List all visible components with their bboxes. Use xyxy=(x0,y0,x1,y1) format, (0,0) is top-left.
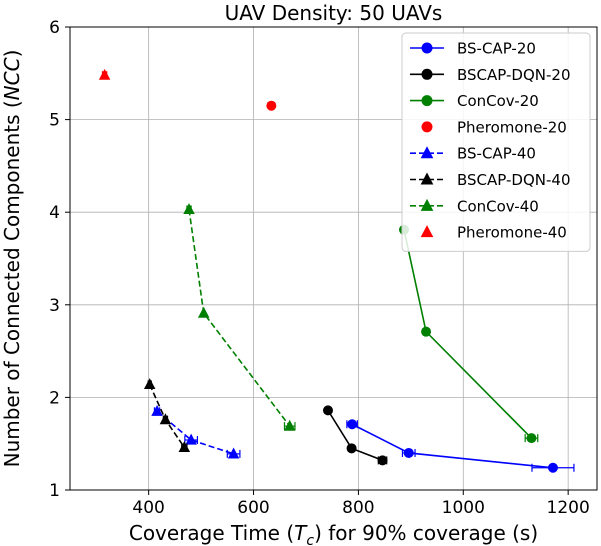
data-point xyxy=(178,441,191,453)
y-axis-title-symbol: NCC xyxy=(0,57,24,100)
series-pheromone-20 xyxy=(266,100,277,111)
data-point xyxy=(347,419,358,430)
y-axis-title-suffix: ) xyxy=(0,50,24,58)
series-concov-40 xyxy=(183,203,296,431)
legend-label: ConCov-20 xyxy=(457,92,539,110)
data-point xyxy=(526,433,537,444)
series-bscap-dqn-20 xyxy=(322,405,388,466)
series-bs-cap-40 xyxy=(151,404,241,459)
legend-label: BSCAP-DQN-20 xyxy=(457,66,571,84)
x-axis-title-subscript: c xyxy=(306,533,314,546)
data-point xyxy=(322,405,333,416)
x-axis-title-symbol: T xyxy=(294,521,308,545)
x-tick-label: 1000 xyxy=(442,498,485,518)
data-point xyxy=(266,100,277,111)
x-tick-label: 800 xyxy=(342,498,374,518)
legend-entry-concov-20: ConCov-20 xyxy=(410,92,539,110)
legend-label: Pheromone-40 xyxy=(457,224,567,242)
legend-label: BSCAP-DQN-40 xyxy=(457,171,571,189)
data-point xyxy=(159,413,172,425)
plot-frame xyxy=(69,26,598,491)
x-axis-title-prefix: Coverage Time ( xyxy=(129,521,294,545)
series-pheromone-40 xyxy=(98,68,111,80)
data-point xyxy=(98,68,111,80)
legend-marker xyxy=(421,42,433,54)
legend-marker xyxy=(420,225,434,238)
plot-series xyxy=(98,68,575,473)
series-concov-20 xyxy=(399,224,539,444)
data-point xyxy=(421,326,432,337)
y-axis-title: Number of Connected Components (NCC) xyxy=(0,50,24,468)
y-tick-label: 5 xyxy=(49,111,60,131)
legend-label: BS-CAP-40 xyxy=(457,145,536,163)
legend-entry-concov-40: ConCov-40 xyxy=(410,197,539,215)
y-tick-label: 3 xyxy=(49,296,60,316)
legend-entry-bs-cap-40: BS-CAP-40 xyxy=(410,145,536,163)
y-axis-title-prefix: Number of Connected Components ( xyxy=(0,100,24,467)
legend-entry-pheromone-40: Pheromone-40 xyxy=(420,224,567,242)
x-tick-label: 400 xyxy=(132,498,164,518)
series-bscap-dqn-40 xyxy=(143,378,191,453)
legend-marker xyxy=(420,172,434,185)
x-tick-label: 600 xyxy=(237,498,269,518)
legend: BS-CAP-20 BSCAP-DQN-20 ConCov-20 Pheromone-… xyxy=(401,32,591,252)
data-point xyxy=(377,455,388,466)
data-point xyxy=(403,447,414,458)
legend-entry-bscap-dqn-40: BSCAP-DQN-40 xyxy=(410,171,571,189)
data-point xyxy=(143,378,156,390)
series-line xyxy=(188,209,291,427)
data-point xyxy=(151,404,163,416)
y-tick-label: 1 xyxy=(49,481,60,501)
x-axis-title-suffix: ) for 90% coverage (s) xyxy=(314,521,538,545)
legend-marker xyxy=(421,121,433,133)
axis-ticks: 400 600 800 1000 1200 1 2 3 4 5 6 xyxy=(49,18,590,518)
chart-title: UAV Density: 50 UAVs xyxy=(225,1,443,25)
data-point xyxy=(346,443,357,454)
legend-label: BS-CAP-20 xyxy=(457,40,536,58)
legend-marker xyxy=(421,95,433,107)
legend-label: Pheromone-20 xyxy=(457,118,567,136)
series-bs-cap-20 xyxy=(346,419,575,473)
legend-entry-pheromone-20: Pheromone-20 xyxy=(421,118,567,136)
legend-label: ConCov-40 xyxy=(457,197,539,215)
legend-entry-bscap-dqn-20: BSCAP-DQN-20 xyxy=(410,66,571,84)
x-axis-title: Coverage Time (Tc) for 90% coverage (s) xyxy=(129,521,538,546)
legend-marker xyxy=(420,146,434,159)
y-tick-label: 4 xyxy=(49,203,60,223)
series-line xyxy=(156,410,234,455)
data-point xyxy=(547,462,558,473)
data-point xyxy=(283,419,296,431)
data-point xyxy=(197,306,210,318)
y-tick-label: 2 xyxy=(49,388,60,408)
data-point xyxy=(227,447,240,459)
data-point xyxy=(185,433,197,445)
legend-marker xyxy=(421,68,433,80)
legend-entry-bs-cap-20: BS-CAP-20 xyxy=(410,40,536,58)
y-tick-label: 6 xyxy=(49,18,60,38)
x-tick-label: 1200 xyxy=(547,498,590,518)
legend-box xyxy=(401,32,591,252)
legend-marker xyxy=(420,198,434,211)
data-point xyxy=(183,203,195,215)
